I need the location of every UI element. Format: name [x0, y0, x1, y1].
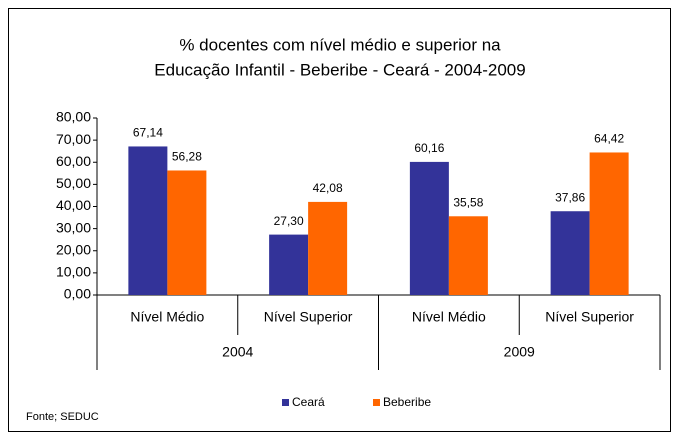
x-tick-label: Nível Superior — [264, 309, 353, 325]
group-label: 2004 — [222, 344, 253, 360]
value-label: 67,14 — [133, 126, 163, 140]
footnote: Fonte; SEDUC — [26, 411, 99, 423]
bar — [308, 201, 348, 295]
bar — [167, 170, 207, 295]
legend-swatch — [373, 399, 380, 406]
legend-swatch — [282, 399, 289, 406]
group-label: 2009 — [504, 344, 535, 360]
bar — [550, 211, 590, 295]
bar — [269, 234, 309, 295]
chart-title: Educação Infantil - Beberibe - Ceará - 2… — [154, 60, 525, 79]
y-tick-label: 50,00 — [56, 175, 91, 191]
legend-label: Ceará — [292, 395, 325, 409]
value-label: 60,16 — [414, 141, 444, 155]
bar — [589, 152, 629, 295]
value-label: 64,42 — [594, 132, 624, 146]
value-label: 27,30 — [274, 214, 304, 228]
value-label: 35,58 — [453, 195, 483, 209]
y-tick-label: 70,00 — [56, 131, 91, 147]
x-tick-label: Nível Superior — [545, 309, 634, 325]
x-tick-label: Nível Médio — [130, 309, 204, 325]
bar — [409, 161, 449, 295]
value-label: 56,28 — [172, 150, 202, 164]
bar — [128, 146, 168, 295]
value-label: 42,08 — [313, 181, 343, 195]
x-tick-label: Nível Médio — [412, 309, 486, 325]
value-label: 37,86 — [555, 190, 585, 204]
y-tick-label: 20,00 — [56, 241, 91, 257]
chart-title: % docentes com nível médio e superior na — [179, 35, 501, 54]
y-tick-label: 60,00 — [56, 153, 91, 169]
y-tick-label: 10,00 — [56, 264, 91, 280]
y-tick-label: 40,00 — [56, 197, 91, 213]
y-tick-label: 0,00 — [64, 286, 91, 302]
y-tick-label: 30,00 — [56, 219, 91, 235]
bar — [448, 216, 488, 295]
y-tick-label: 80,00 — [56, 109, 91, 125]
legend-label: Beberibe — [383, 395, 431, 409]
